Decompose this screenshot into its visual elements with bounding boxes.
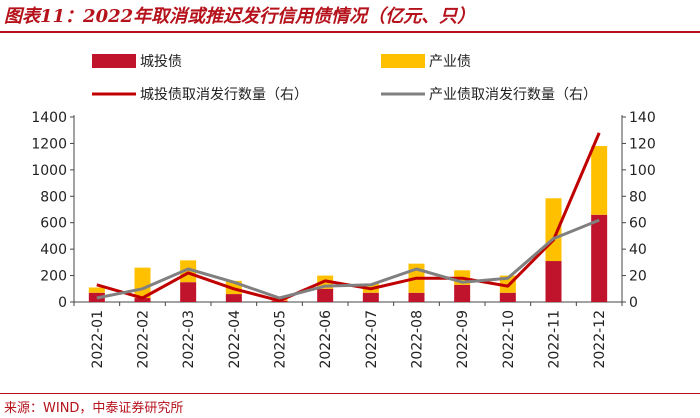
x-tick-label: 2022-08 bbox=[410, 310, 426, 369]
y-left-tick-label: 1400 bbox=[31, 110, 67, 126]
x-tick-label: 2022-10 bbox=[501, 310, 517, 369]
y-right-tick-label: 40 bbox=[629, 242, 647, 258]
legend-swatch-chanye bbox=[381, 54, 425, 68]
y-right-tick-label: 120 bbox=[629, 136, 656, 152]
y-left-tick-label: 400 bbox=[40, 242, 67, 258]
y-left-tick-label: 600 bbox=[40, 216, 67, 232]
chart-title: 图表11：2022年取消或推迟发行信用债情况（亿元、只） bbox=[4, 6, 476, 27]
bar-chengtou bbox=[317, 288, 334, 302]
footer-divider bbox=[0, 393, 700, 394]
y-left-tick-label: 200 bbox=[40, 269, 67, 285]
x-tick-label: 2022-03 bbox=[181, 310, 197, 369]
x-tick-label: 2022-06 bbox=[318, 310, 334, 369]
y-right-tick-label: 60 bbox=[629, 216, 647, 232]
bar-chengtou bbox=[134, 298, 151, 302]
legend-label-chengtou-count: 城投债取消发行数量（右） bbox=[140, 87, 308, 103]
bar-chanye bbox=[88, 287, 105, 293]
y-right-tick-label: 100 bbox=[629, 163, 656, 179]
x-tick-label: 2022-07 bbox=[364, 310, 380, 369]
y-right-tick-label: 80 bbox=[629, 189, 647, 205]
x-tick-label: 2022-12 bbox=[592, 310, 608, 369]
x-tick-label: 2022-05 bbox=[273, 310, 289, 369]
bar-chengtou bbox=[362, 292, 379, 302]
y-right-tick-label: 140 bbox=[629, 110, 656, 126]
x-tick-label: 2022-04 bbox=[227, 310, 243, 369]
y-left-tick-label: 1200 bbox=[31, 136, 67, 152]
y-right-tick-label: 20 bbox=[629, 269, 647, 285]
y-right-tick-label: 0 bbox=[629, 295, 638, 311]
bar-chengtou bbox=[454, 284, 471, 302]
legend-swatch-chengtou bbox=[92, 54, 136, 68]
bar-chengtou bbox=[545, 261, 562, 302]
bar-chengtou bbox=[591, 214, 608, 302]
x-tick-label: 2022-09 bbox=[455, 310, 471, 369]
legend: 城投债 产业债 城投债取消发行数量（右） 产业债取消发行数量（右） bbox=[92, 54, 597, 103]
legend-label-chanye-count: 产业债取消发行数量（右） bbox=[429, 87, 597, 103]
bar-chengtou bbox=[180, 282, 197, 302]
axes: 0 200 400 600 800 1000 1200 1400 0 20 40 60 80 100 120… bbox=[31, 110, 655, 311]
bar-chengtou bbox=[499, 292, 516, 302]
x-tick-label: 2022-02 bbox=[136, 310, 152, 369]
y-left-tick-label: 1000 bbox=[31, 163, 67, 179]
bar-chanye bbox=[591, 146, 608, 215]
y-left-tick-label: 800 bbox=[40, 189, 67, 205]
bars bbox=[88, 146, 608, 302]
legend-label-chanye: 产业债 bbox=[429, 54, 471, 70]
line-chanye-count bbox=[96, 218, 600, 300]
bar-chengtou bbox=[225, 294, 242, 302]
x-tick-label: 2022-11 bbox=[547, 310, 563, 369]
bar-chengtou bbox=[408, 292, 425, 302]
x-tick-label: 2022-01 bbox=[90, 310, 106, 369]
source-note: 来源：WIND，中泰证券研究所 bbox=[4, 401, 184, 416]
x-tick-labels: 2022-01 2022-02 2022-03 2022-04 2022-05 2022-… bbox=[90, 310, 608, 369]
title-divider bbox=[0, 31, 700, 33]
legend-label-chengtou: 城投债 bbox=[140, 54, 182, 70]
y-left-tick-label: 0 bbox=[58, 295, 67, 311]
lines bbox=[96, 132, 601, 303]
